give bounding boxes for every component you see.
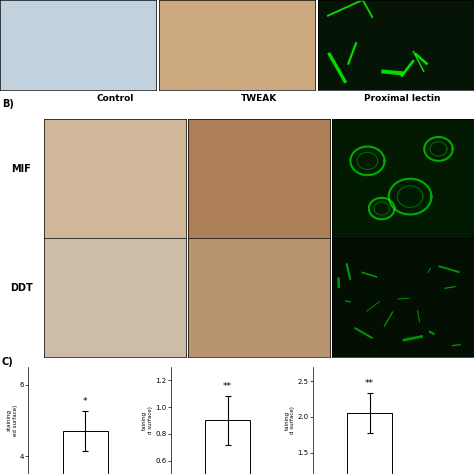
Text: Control: Control [96, 94, 134, 103]
Text: B): B) [2, 99, 14, 109]
Bar [63, 431, 108, 474]
Text: TWEAK: TWEAK [240, 94, 277, 103]
Text: C): C) [1, 357, 13, 367]
Text: *: * [83, 397, 88, 406]
Text: Proximal lectin: Proximal lectin [364, 94, 440, 103]
Y-axis label: taining
d surface): taining d surface) [142, 407, 153, 434]
Text: **: ** [365, 379, 374, 388]
Text: DDT: DDT [10, 283, 33, 293]
Text: MIF: MIF [11, 164, 31, 174]
Bar [205, 420, 250, 474]
Bar [347, 413, 392, 474]
Y-axis label: taining
d surface): taining d surface) [285, 407, 295, 434]
Y-axis label: staining
ed surface): staining ed surface) [7, 405, 18, 436]
Text: **: ** [223, 382, 232, 391]
